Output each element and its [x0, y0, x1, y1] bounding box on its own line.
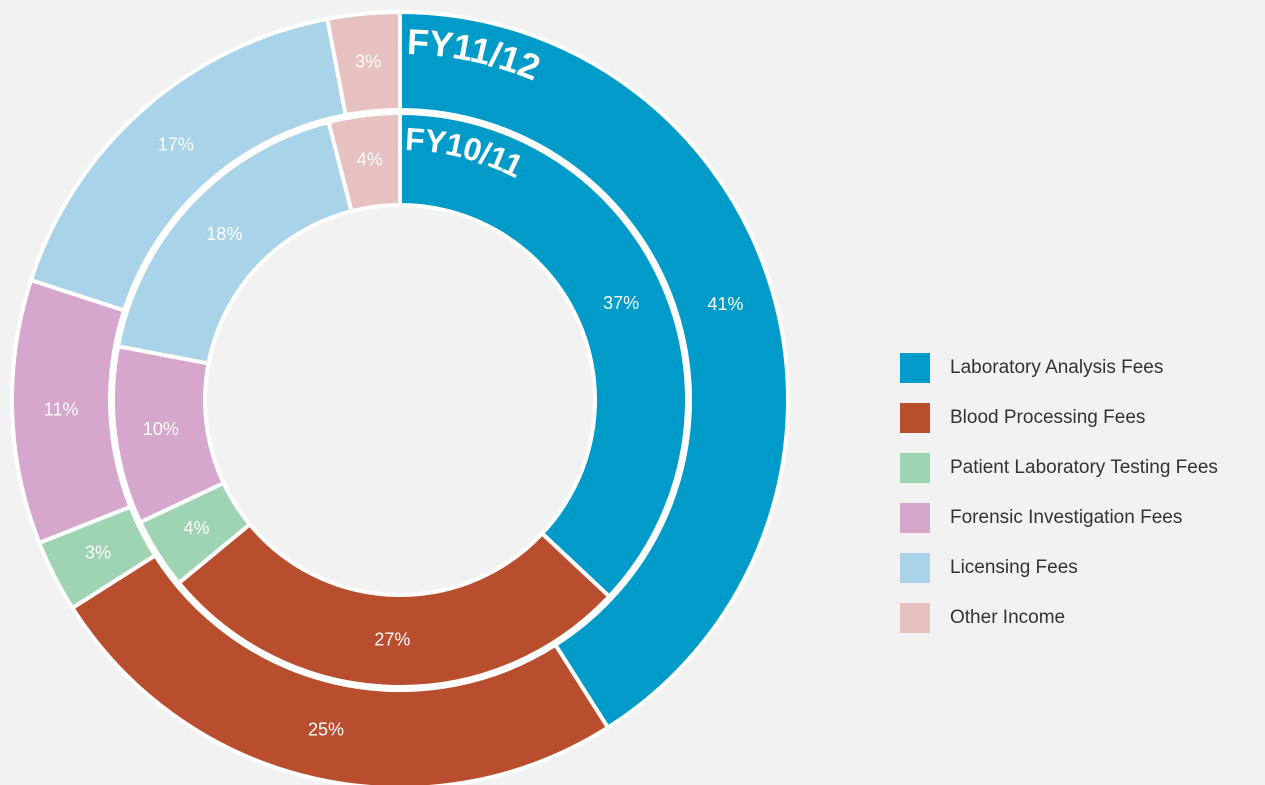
value-label: 18%	[206, 224, 242, 244]
legend-swatch	[900, 503, 930, 533]
legend-label: Laboratory Analysis Fees	[950, 357, 1163, 378]
value-label: 27%	[374, 630, 410, 650]
legend-label: Patient Laboratory Testing Fees	[950, 457, 1218, 478]
legend-swatch	[900, 603, 930, 633]
value-label: 37%	[603, 293, 639, 313]
value-label: 3%	[355, 51, 381, 71]
legend-swatch	[900, 553, 930, 583]
donut-slice	[398, 110, 689, 600]
value-label: 3%	[85, 543, 111, 563]
value-label: 41%	[708, 294, 744, 314]
legend-label: Licensing Fees	[950, 557, 1078, 578]
legend-label: Forensic Investigation Fees	[950, 507, 1182, 528]
donut-slice	[398, 9, 790, 731]
value-label: 10%	[143, 419, 179, 439]
legend-label: Blood Processing Fees	[950, 407, 1145, 428]
value-label: 11%	[44, 399, 79, 419]
value-label: 4%	[184, 518, 210, 538]
value-label: 4%	[357, 150, 383, 170]
donut-slice	[324, 9, 402, 118]
legend-label: Other Income	[950, 607, 1065, 628]
value-label: 17%	[158, 134, 194, 154]
value-label: 25%	[308, 720, 344, 740]
legend-swatch	[900, 353, 930, 383]
donut-slice	[69, 552, 611, 785]
legend-swatch	[900, 403, 930, 433]
donut-slice	[326, 110, 402, 214]
legend-swatch	[900, 453, 930, 483]
donut-slice	[176, 521, 613, 689]
